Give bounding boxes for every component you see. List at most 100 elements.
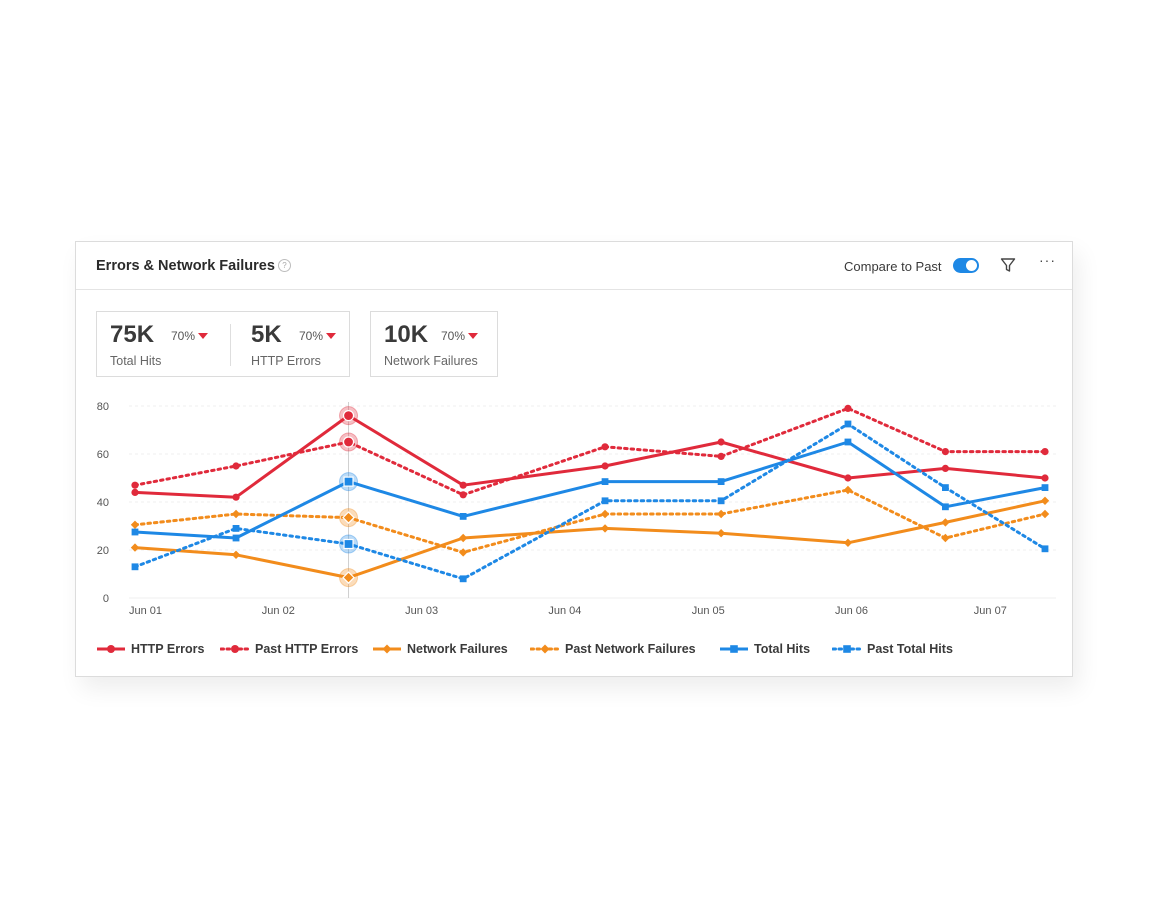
data-point (716, 509, 726, 519)
kpi-label: Network Failures (384, 354, 478, 368)
data-point (131, 528, 139, 536)
data-point (601, 478, 609, 485)
data-point (459, 491, 467, 499)
data-point (1040, 509, 1050, 519)
data-point (601, 443, 609, 451)
data-point (601, 497, 609, 505)
data-point (459, 575, 467, 583)
x-tick-label: Jun 03 (405, 605, 438, 617)
data-point (844, 420, 852, 428)
more-horizontal-icon[interactable]: ··· (1039, 252, 1056, 268)
data-point (717, 438, 725, 446)
y-tick-label: 60 (97, 449, 109, 461)
kpi-label: Total Hits (110, 354, 162, 368)
kpi-divider (230, 324, 231, 366)
compare-to-past-label: Compare to Past (844, 259, 942, 274)
y-tick-label: 20 (97, 545, 109, 557)
data-point (717, 478, 725, 485)
data-point (844, 438, 852, 446)
legend-label: Total Hits (754, 642, 811, 656)
data-point (131, 563, 139, 571)
data-point (717, 452, 725, 460)
data-point (941, 518, 950, 527)
kpi-change: 70% (171, 329, 209, 343)
data-point (343, 476, 354, 487)
kpi-group-hits-errors: 75K 70% Total Hits 5K 70% HTTP Errors (96, 311, 350, 377)
data-point (1041, 484, 1049, 491)
legend-marker (107, 645, 115, 653)
legend-swatch (97, 645, 125, 653)
series-total-hits (131, 438, 1049, 542)
legend-marker (382, 644, 392, 654)
kpi-value: 10K (384, 321, 429, 348)
compare-to-past-toggle[interactable] (953, 258, 979, 273)
toggle-knob (966, 260, 977, 271)
data-point (232, 525, 240, 532)
data-point (458, 533, 468, 543)
data-point (716, 529, 726, 538)
data-point (941, 448, 950, 456)
data-point (458, 548, 468, 557)
data-point (717, 497, 725, 505)
legend-swatch (373, 644, 401, 654)
data-point (232, 534, 240, 542)
legend-label: Network Failures (407, 642, 508, 656)
line-chart: 0 20 40 60 80 Jun 01 Jun 02 Jun 03 Jun 04 Jun 05 J… (97, 401, 1056, 617)
kpi-change: 70% (441, 329, 479, 343)
data-point (942, 503, 949, 511)
data-point (342, 410, 355, 422)
data-point (942, 484, 949, 491)
legend-label: HTTP Errors (131, 642, 205, 656)
legend-marker (540, 644, 550, 654)
errors-network-failures-card: Errors & Network Failures ? Compare to P… (75, 241, 1073, 677)
kpi-network-failures: 10K 70% Network Failures (384, 312, 494, 376)
data-point (601, 462, 609, 470)
legend-label: Past Network Failures (565, 642, 696, 656)
x-tick-label: Jun 06 (835, 605, 868, 617)
data-point (342, 511, 355, 524)
series-line (134, 499, 1046, 580)
kpi-change-value: 70% (299, 329, 324, 343)
card-header: Errors & Network Failures ? Compare to P… (76, 242, 1072, 290)
data-point (231, 509, 241, 519)
series-network-failures (130, 496, 1050, 588)
legend-swatch (832, 645, 862, 653)
legend-label: Past Total Hits (867, 642, 953, 656)
kpi-http-errors: 5K 70% HTTP Errors (251, 312, 346, 376)
data-point (343, 538, 354, 550)
y-tick-label: 0 (103, 593, 109, 605)
kpi-group-network: 10K 70% Network Failures (370, 311, 498, 377)
series-http-errors (131, 406, 1049, 501)
legend-label: Past HTTP Errors (255, 642, 359, 656)
down-arrow-icon (198, 333, 209, 339)
data-point (130, 543, 140, 552)
data-point (843, 538, 853, 547)
data-point (1040, 496, 1050, 505)
kpi-change-value: 70% (441, 329, 466, 343)
data-point (232, 493, 240, 501)
y-tick-label: 80 (97, 401, 109, 413)
legend-marker (843, 645, 851, 653)
data-point (459, 481, 467, 489)
x-tick-label: Jun 01 (129, 605, 162, 617)
data-point (844, 474, 852, 482)
legend-marker (730, 645, 738, 653)
y-tick-label: 40 (97, 497, 109, 509)
kpi-label: HTTP Errors (251, 354, 321, 368)
kpi-change: 70% (299, 329, 337, 343)
data-point (130, 520, 140, 529)
series-line (133, 422, 1047, 581)
card-title: Errors & Network Failures (96, 258, 275, 274)
series-line (134, 440, 1046, 540)
down-arrow-icon (468, 333, 479, 339)
question-circle-icon[interactable]: ? (278, 259, 291, 272)
data-point (1041, 474, 1049, 482)
data-point (1041, 545, 1049, 553)
series-past-total-hits (131, 420, 1049, 583)
x-tick-label: Jun 07 (974, 605, 1007, 617)
filter-icon[interactable] (1000, 257, 1016, 273)
legend-swatch (720, 645, 748, 653)
x-tick-label: Jun 05 (692, 605, 725, 617)
data-point (843, 485, 853, 495)
data-point (342, 436, 355, 448)
